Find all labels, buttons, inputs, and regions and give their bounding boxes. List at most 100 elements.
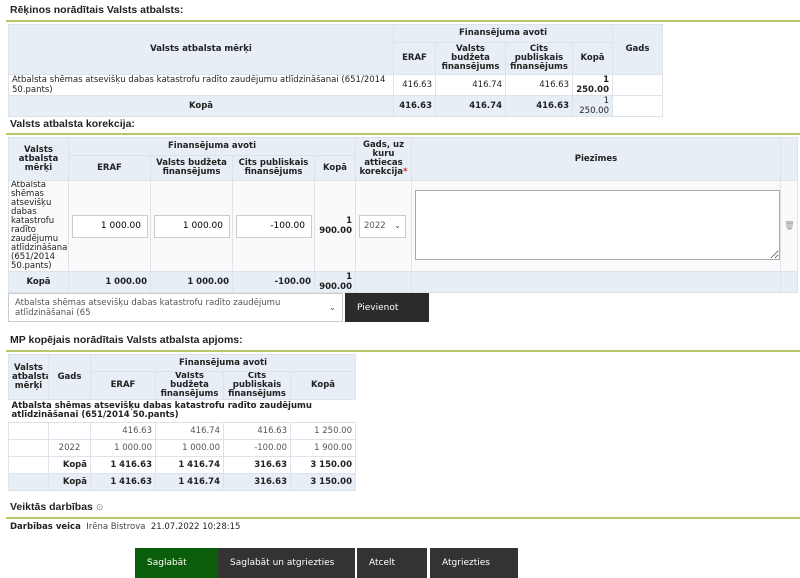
- divider: [6, 350, 800, 352]
- col-eraf: ERAF: [90, 371, 156, 400]
- actions-label: Darbības veica: [10, 522, 81, 532]
- col-year: Gads: [612, 24, 663, 75]
- total-other: 416.63: [505, 95, 573, 117]
- chevron-down-icon: ⌄: [393, 221, 401, 231]
- cell-goal: Atbalsta shēmas atsevišķu dabas katastro…: [8, 180, 69, 272]
- table-row: 416.63 416.74 416.63 1 250.00: [8, 422, 356, 440]
- col-total: Kopā: [290, 371, 356, 400]
- col-total: Kopā: [572, 42, 613, 75]
- info-icon[interactable]: ⊙: [95, 502, 104, 512]
- total-eraf: 416.63: [393, 95, 436, 117]
- col-goal: Valsts atbalsta mērķi: [8, 24, 394, 75]
- col-other: Cits publiskais finansējums: [223, 371, 291, 400]
- actions-timestamp: 21.07.2022 10:28:15: [150, 522, 241, 532]
- chevron-down-icon: ⌄: [328, 302, 336, 313]
- subtotal-label: Kopā: [48, 456, 91, 474]
- grand-total: 3 150.00: [290, 473, 356, 491]
- subtotal-eraf: 1 416.63: [90, 456, 156, 474]
- cell-goal: Atbalsta shēmas atsevišķu dabas katastro…: [8, 74, 394, 96]
- total-row: Kopā 1 000.00 1 000.00 -100.00 1 900.00: [8, 271, 798, 293]
- state-input[interactable]: [154, 214, 230, 238]
- col-notes: Piezīmes: [411, 137, 781, 181]
- col-sources: Finansējuma avoti: [393, 24, 613, 43]
- table-row: Atbalsta shēmas atsevišķu dabas katastro…: [8, 180, 798, 272]
- year-value: 2022: [364, 221, 386, 231]
- total-eraf: 1 000.00: [68, 271, 151, 293]
- col-eraf: ERAF: [393, 42, 436, 75]
- col-eraf: ERAF: [68, 155, 151, 181]
- grand-state: 1 416.74: [155, 473, 224, 491]
- actions-user: Irēna Bistrova: [86, 522, 146, 532]
- total-aid-table: Valsts atbalsta mērķi Gads Finansējuma avo…: [8, 354, 356, 491]
- subtotal-row: Kopā 1 416.63 1 416.74 316.63 3 150.00: [8, 456, 356, 474]
- cell-year: 2022: [48, 439, 91, 457]
- return-button[interactable]: Atgriezties: [430, 548, 518, 578]
- col-state: Valsts budžeta finansējums: [150, 155, 233, 181]
- cell-state: 1 000.00: [155, 439, 224, 457]
- cell-other: -100.00: [223, 439, 291, 457]
- cell-eraf: 416.63: [90, 422, 156, 440]
- trash-icon[interactable]: 🗑: [780, 180, 798, 272]
- add-button[interactable]: Pievienot: [345, 293, 429, 322]
- total-row: Kopā 416.63 416.74 416.63 1 250.00: [8, 95, 663, 117]
- notes-textarea[interactable]: [415, 189, 780, 260]
- col-total: Kopā: [314, 155, 356, 181]
- col-goal: Valsts atbalsta mērķi: [8, 354, 49, 400]
- total-other: -100.00: [232, 271, 315, 293]
- cancel-button[interactable]: Atcelt: [357, 548, 427, 578]
- grand-label: Kopā: [48, 473, 91, 491]
- divider: [6, 20, 800, 22]
- total-label: Kopā: [8, 95, 394, 117]
- grand-total-row: Kopā 1 416.63 1 416.74 316.63 3 150.00: [8, 473, 356, 491]
- section-title-correction: Valsts atbalsta korekcija:: [10, 118, 135, 130]
- invoice-aid-table: Valsts atbalsta mērķi Finansējuma avoti Ga…: [8, 24, 663, 117]
- col-other: Cits publiskais finansējums: [505, 42, 573, 75]
- grand-other: 316.63: [223, 473, 291, 491]
- save-button[interactable]: Saglabāt: [135, 548, 218, 578]
- grand-eraf: 1 416.63: [90, 473, 156, 491]
- subtotal-state: 1 416.74: [155, 456, 224, 474]
- cell-total: 1 900.00: [290, 439, 356, 457]
- subtotal-total: 3 150.00: [290, 456, 356, 474]
- total-total: 1 250.00: [572, 95, 613, 117]
- cell-eraf: 1 000.00: [90, 439, 156, 457]
- year-select[interactable]: 2022 ⌄: [359, 214, 406, 238]
- cell-total: 1 900.00: [314, 180, 356, 272]
- section-title-invoice-aid: Rēķinos norādītais Valsts atbalsts:: [10, 4, 184, 16]
- cell-eraf: 416.63: [393, 74, 436, 96]
- section-title-total-aid: MP kopējais norādītais Valsts atbalsta a…: [10, 334, 243, 346]
- table-row: Atbalsta shēmas atsevišķu dabas katastro…: [8, 74, 663, 96]
- total-total: 1 900.00: [314, 271, 356, 293]
- col-year: Gads: [48, 354, 91, 400]
- total-state: 1 000.00: [150, 271, 233, 293]
- divider: [6, 517, 800, 519]
- other-input[interactable]: [236, 214, 312, 238]
- col-other: Cits publiskais finansējums: [232, 155, 315, 181]
- cell-year: [612, 74, 663, 96]
- col-sources: Finansējuma avoti: [90, 354, 356, 372]
- divider: [6, 133, 800, 135]
- table-row: 2022 1 000.00 1 000.00 -100.00 1 900.00: [8, 439, 356, 457]
- col-year: Gads, uz kuru attiecas korekcija*: [355, 137, 412, 181]
- eraf-input[interactable]: [72, 214, 148, 238]
- subtotal-other: 316.63: [223, 456, 291, 474]
- group-label: Atbalsta shēmas atsevišķu dabas katastro…: [11, 401, 312, 420]
- total-label: Kopā: [8, 271, 69, 293]
- cell-state: 416.74: [155, 422, 224, 440]
- add-goal-value: Atbalsta shēmas atsevišķu dabas katastro…: [15, 297, 281, 318]
- cell-state: 416.74: [435, 74, 506, 96]
- col-goal: Valsts atbalsta mērķi: [8, 137, 69, 181]
- save-and-return-button[interactable]: Saglabāt un atgriezties: [218, 548, 355, 578]
- actions-title: Veiktās darbības ⊙: [10, 501, 104, 513]
- col-state: Valsts budžeta finansējums: [155, 371, 224, 400]
- correction-table: Valsts atbalsta mērķi Finansējuma avoti Ga…: [8, 137, 798, 293]
- cell-total: 1 250.00: [290, 422, 356, 440]
- cell-other: 416.63: [505, 74, 573, 96]
- cell-total: 1 250.00: [572, 74, 613, 96]
- actions-info: Darbības veica Irēna Bistrova 21.07.2022…: [10, 522, 240, 532]
- total-state: 416.74: [435, 95, 506, 117]
- col-sources: Finansējuma avoti: [68, 137, 356, 156]
- add-goal-select[interactable]: Atbalsta shēmas atsevišķu dabas katastro…: [8, 293, 343, 322]
- cell-other: 416.63: [223, 422, 291, 440]
- col-state: Valsts budžeta finansējums: [435, 42, 506, 75]
